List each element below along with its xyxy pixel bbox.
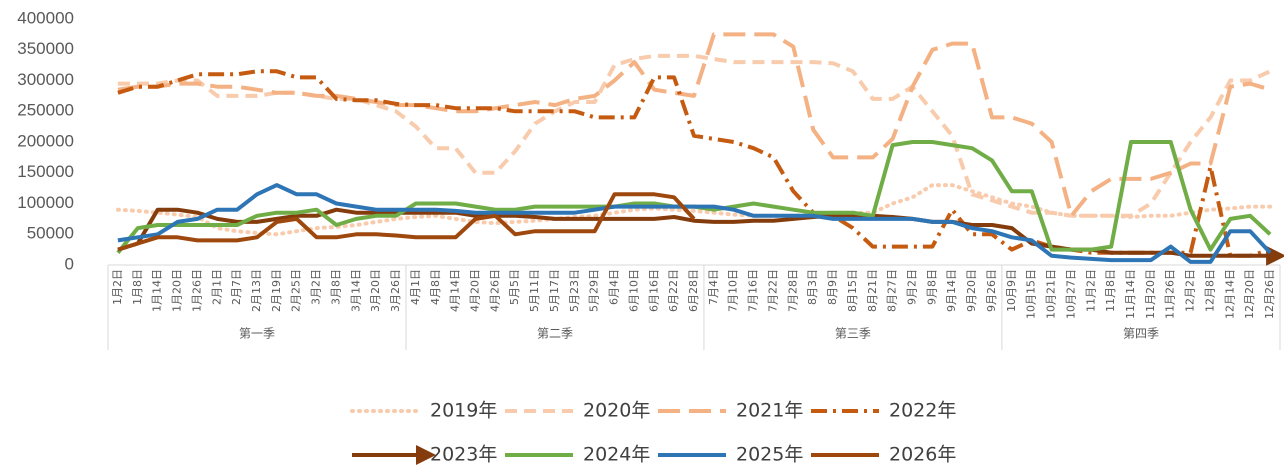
x-tick-label: 12月26日 <box>1263 269 1276 319</box>
x-tick-label: 1月20日 <box>171 269 184 312</box>
x-tick-label: 1月14日 <box>151 269 164 312</box>
y-tick-label: 350000 <box>17 39 74 58</box>
x-tick-label: 6月4日 <box>608 269 621 305</box>
x-tick-label: 8月9日 <box>826 269 839 305</box>
x-tick-label: 9月14日 <box>945 269 958 312</box>
x-tick-label: 5月11日 <box>528 269 541 312</box>
x-tick-label: 3月20日 <box>369 269 382 312</box>
x-tick-label: 4月26日 <box>488 269 501 312</box>
x-tick-label: 5月29日 <box>588 269 601 312</box>
legend-label: 2021年 <box>736 400 803 422</box>
x-tick-label: 1月8日 <box>131 269 144 305</box>
x-tick-label: 11月26日 <box>1164 269 1177 319</box>
x-tick-label: 3月2日 <box>310 269 323 305</box>
y-tick-label: 100000 <box>17 193 74 212</box>
legend-label: 2020年 <box>583 400 650 422</box>
x-tick-label: 6月16日 <box>647 269 660 312</box>
x-tick-label: 11月20日 <box>1144 269 1157 319</box>
x-tick-label: 8月15日 <box>846 269 859 312</box>
x-tick-label: 4月8日 <box>429 269 442 305</box>
y-tick-label: 200000 <box>17 131 74 150</box>
x-tick-label: 1月2日 <box>111 269 124 305</box>
x-tick-label: 8月21日 <box>866 269 879 312</box>
x-tick-label: 11月14日 <box>1124 269 1137 319</box>
x-tick-label: 11月8日 <box>1104 269 1117 312</box>
series-line <box>117 32 1271 218</box>
x-tick-label: 6月10日 <box>627 269 640 312</box>
series-line <box>116 140 1272 254</box>
x-tick-label: 5月5日 <box>508 269 521 305</box>
x-tick-label: 8月27日 <box>886 269 899 312</box>
y-tick-label: 300000 <box>17 70 74 89</box>
x-tick-label: 5月17日 <box>548 269 561 312</box>
x-tick-label: 2月1日 <box>210 269 223 305</box>
x-tick-label: 4月20日 <box>468 269 481 312</box>
group-label: 第四季 <box>1123 327 1159 341</box>
x-tick-label: 9月2日 <box>906 269 919 305</box>
x-tick-label: 4月1日 <box>409 269 422 305</box>
y-tick-label: 400000 <box>17 8 74 27</box>
series-line <box>117 183 1272 264</box>
x-tick-label: 2月19日 <box>270 269 283 312</box>
legend-label: 2023年 <box>430 444 497 466</box>
x-tick-label: 2月7日 <box>230 269 243 305</box>
x-tick-label: 10月15日 <box>1025 269 1038 319</box>
x-tick-label: 12月14日 <box>1223 269 1236 319</box>
legend-label: 2022年 <box>889 400 956 422</box>
x-tick-label: 7月16日 <box>747 269 760 312</box>
group-label: 第二季 <box>537 327 573 341</box>
y-tick-label: 150000 <box>17 162 74 181</box>
series-line <box>117 192 696 252</box>
x-tick-label: 3月8日 <box>329 269 342 305</box>
x-tick-label: 9月8日 <box>925 269 938 305</box>
legend-label: 2024年 <box>583 444 650 466</box>
x-tick-label: 12月8日 <box>1203 269 1216 312</box>
x-tick-label: 7月4日 <box>707 269 720 305</box>
x-tick-label: 10月9日 <box>1005 269 1018 312</box>
x-tick-label: 1月26日 <box>190 269 203 312</box>
x-tick-label: 8月3日 <box>806 269 819 305</box>
legend-label: 2026年 <box>889 444 956 466</box>
legend-label: 2019年 <box>430 400 497 422</box>
x-tick-label: 7月10日 <box>727 269 740 312</box>
x-tick-label: 9月26日 <box>985 269 998 312</box>
x-tick-label: 6月28日 <box>687 269 700 312</box>
x-tick-label: 3月26日 <box>389 269 402 312</box>
x-tick-label: 12月20日 <box>1243 269 1256 319</box>
x-tick-label: 4月14日 <box>449 269 462 312</box>
y-tick-label: 0 <box>65 254 74 273</box>
x-tick-label: 6月22日 <box>667 269 680 312</box>
x-tick-label: 9月20日 <box>965 269 978 312</box>
x-tick-label: 7月28日 <box>786 269 799 312</box>
x-tick-label: 10月21日 <box>1045 269 1058 319</box>
group-label: 第三季 <box>835 327 871 341</box>
x-tick-label: 12月2日 <box>1184 269 1197 312</box>
y-tick-label: 50000 <box>27 224 74 243</box>
x-tick-label: 11月2日 <box>1084 269 1097 312</box>
x-tick-label: 2月13日 <box>250 269 263 312</box>
x-tick-label: 5月23日 <box>568 269 581 312</box>
x-tick-label: 2月25日 <box>290 269 303 312</box>
x-tick-label: 3月14日 <box>349 269 362 312</box>
legend-label: 2025年 <box>736 444 803 466</box>
x-tick-label: 10月27日 <box>1064 269 1077 319</box>
group-label: 第一季 <box>239 327 275 341</box>
x-tick-label: 7月22日 <box>766 269 779 312</box>
y-tick-label: 250000 <box>17 101 74 120</box>
series-line <box>117 69 1271 258</box>
